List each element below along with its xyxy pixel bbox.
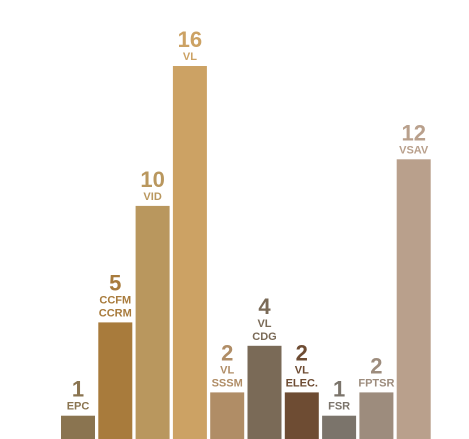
bar	[135, 205, 170, 439]
bar	[172, 66, 207, 439]
bar-category-label: VID	[143, 191, 161, 203]
bar-category-label: VL	[183, 51, 197, 63]
bar-value-label: 2	[370, 353, 382, 378]
bar-category-label: CCFM	[99, 294, 131, 306]
bar-value-label: 1	[333, 377, 345, 402]
bar	[396, 159, 431, 439]
bar-category-label: SSSM	[212, 377, 243, 389]
bar	[210, 392, 245, 439]
bar-category-label: VL	[295, 364, 309, 376]
bar-value-label: 4	[258, 294, 271, 319]
bar-value-label: 5	[109, 270, 121, 295]
bar-category-label: EPC	[67, 401, 90, 413]
bar-category-label: CDG	[252, 331, 276, 343]
bar-value-label: 1	[72, 377, 84, 402]
bar-value-label: 16	[178, 27, 202, 52]
bar-category-label: VSAV	[399, 144, 429, 156]
bar	[284, 392, 319, 439]
bar	[359, 392, 394, 439]
bar-category-label: ELEC.	[286, 377, 318, 389]
bar-category-label: VL	[220, 364, 234, 376]
bar-category-label: FSR	[328, 401, 350, 413]
bar-value-label: 2	[296, 340, 308, 365]
bar	[98, 322, 133, 439]
bar-category-label: VL	[257, 318, 271, 330]
bar-value-label: 10	[140, 167, 164, 192]
bar-value-label: 2	[221, 340, 233, 365]
bar-value-label: 12	[401, 120, 425, 145]
bar-category-label: CCRM	[99, 307, 132, 319]
bar	[61, 415, 95, 439]
bar	[247, 345, 282, 439]
bar	[322, 415, 357, 439]
bar-category-label: FPTSR	[358, 377, 394, 389]
